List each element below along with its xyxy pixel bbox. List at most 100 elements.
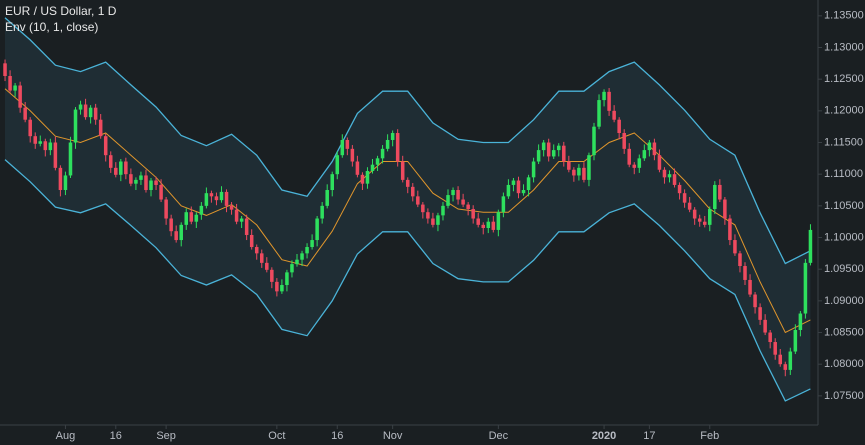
- candle-body: [38, 141, 43, 144]
- candle-body: [214, 196, 219, 201]
- candle-body: [83, 104, 88, 118]
- candle-body: [728, 218, 732, 241]
- candle-body: [597, 100, 601, 127]
- candle-body: [753, 294, 757, 308]
- candle-body: [98, 119, 103, 137]
- candle-body: [295, 259, 299, 265]
- candle-body: [708, 209, 712, 225]
- candle-body: [808, 229, 813, 263]
- x-tick-label: Nov: [383, 430, 403, 442]
- candle-body: [567, 161, 571, 170]
- candle-body: [677, 184, 682, 194]
- candle-body: [592, 126, 596, 156]
- candle-body: [436, 215, 440, 225]
- candle-body: [23, 107, 27, 120]
- candle-body: [300, 253, 304, 260]
- y-tick-label: 1.11000: [824, 168, 863, 180]
- candle-body: [259, 253, 264, 263]
- candle-body: [758, 307, 762, 320]
- candle-body: [773, 342, 777, 355]
- candle-body: [280, 285, 284, 292]
- candle-body: [380, 148, 385, 159]
- candle-body: [451, 190, 455, 196]
- candle-body: [58, 167, 63, 191]
- candle-body: [637, 158, 642, 168]
- x-tick-label: Feb: [700, 430, 719, 442]
- candle-body: [330, 174, 334, 191]
- candle-body: [234, 209, 239, 222]
- candle-body: [456, 190, 460, 200]
- candle-body: [355, 161, 360, 175]
- candle-body: [582, 167, 586, 180]
- candle-body: [531, 161, 536, 178]
- candle-body: [788, 351, 793, 370]
- envelope-basis: [4, 88, 811, 334]
- y-tick-label: 1.08000: [824, 358, 864, 370]
- candle-body: [652, 142, 657, 156]
- y-tick-label: 1.13500: [824, 10, 864, 22]
- candle-body: [672, 174, 677, 185]
- candle-body: [139, 175, 143, 180]
- candle-body: [632, 164, 637, 168]
- x-tick-label: Dec: [489, 430, 509, 442]
- candle-body: [516, 180, 521, 194]
- y-tick-label: 1.07500: [824, 390, 864, 402]
- candle-body: [8, 76, 12, 91]
- candle-body: [733, 240, 737, 254]
- y-tick-label: 1.09000: [824, 295, 864, 307]
- x-tick-label: Aug: [56, 430, 76, 442]
- candle-body: [783, 364, 788, 370]
- candle-body: [803, 262, 808, 314]
- candle-body: [244, 218, 249, 235]
- candle-body: [718, 184, 722, 200]
- candle-body: [481, 224, 486, 229]
- candle-body: [577, 167, 581, 176]
- candle-body: [501, 196, 506, 213]
- y-tick-label: 1.10500: [824, 200, 864, 212]
- candle-body: [793, 329, 798, 352]
- candle-body: [536, 150, 541, 162]
- candle-body: [239, 218, 244, 222]
- candle-body: [290, 264, 294, 273]
- candle-body: [68, 142, 73, 176]
- candle-body: [3, 63, 7, 77]
- envelope-lower: [4, 159, 811, 402]
- candle-body: [375, 158, 380, 165]
- candles-layer: [3, 59, 813, 377]
- x-tick-label: Oct: [268, 430, 285, 442]
- candle-body: [340, 139, 345, 156]
- candle-body: [607, 91, 611, 111]
- candle-body: [108, 155, 113, 168]
- candle-body: [169, 218, 173, 232]
- candle-body: [657, 155, 662, 170]
- candle-body: [43, 141, 48, 151]
- candle-body: [199, 205, 204, 215]
- candle-body: [486, 221, 491, 229]
- candle-body: [551, 150, 556, 157]
- x-tick-label: 2020: [592, 430, 616, 442]
- x-tick-label: Sep: [156, 430, 176, 442]
- x-tick-label: 17: [643, 430, 655, 442]
- candle-body: [179, 224, 183, 241]
- candle-body: [562, 145, 566, 162]
- chart-title: EUR / US Dollar, 1 D: [5, 4, 117, 18]
- candle-body: [798, 313, 803, 330]
- candle-body: [320, 205, 324, 219]
- candle-body: [511, 180, 516, 185]
- candle-body: [48, 142, 53, 151]
- candle-body: [275, 281, 279, 292]
- y-tick-label: 1.11500: [824, 136, 863, 148]
- candle-body: [365, 171, 370, 184]
- y-tick-label: 1.10000: [824, 231, 864, 243]
- candle-body: [18, 85, 22, 108]
- candle-body: [310, 240, 314, 248]
- candle-body: [219, 191, 224, 201]
- candle-body: [93, 107, 98, 120]
- candle-body: [124, 161, 128, 175]
- envelope-upper: [4, 17, 811, 265]
- x-tick-label: 16: [331, 430, 343, 442]
- candle-body: [400, 161, 405, 180]
- candle-body: [285, 272, 289, 286]
- candle-body: [370, 164, 375, 172]
